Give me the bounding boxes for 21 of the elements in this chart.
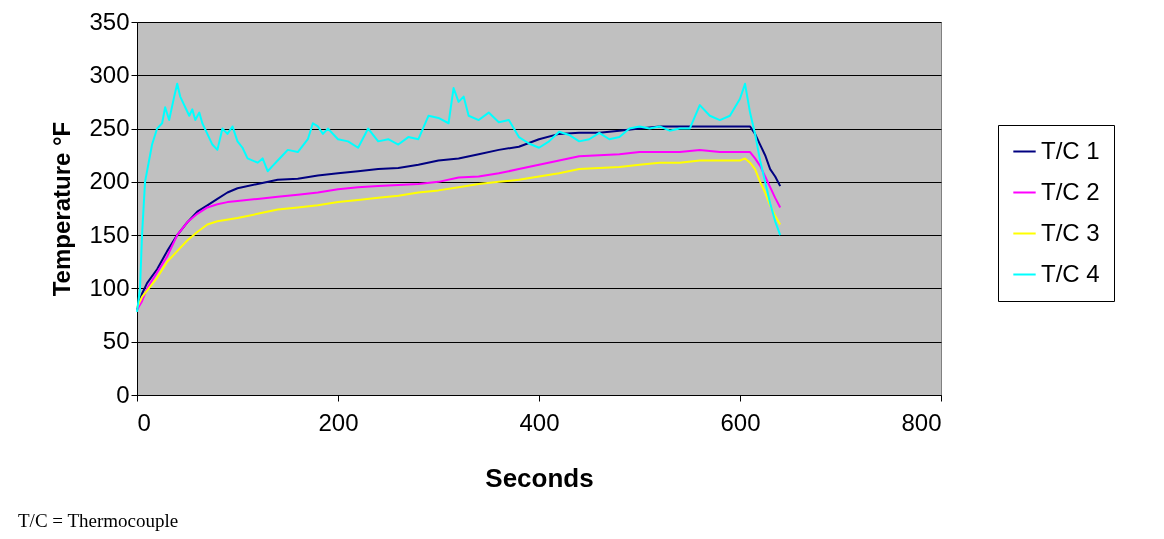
legend-label: T/C 1 bbox=[1041, 136, 1100, 164]
y-tick-label: 300 bbox=[89, 60, 130, 88]
legend-label: T/C 4 bbox=[1041, 259, 1100, 287]
line-series bbox=[136, 82, 782, 313]
y-axis-title: Temperature °F bbox=[48, 121, 76, 297]
y-tick-label: 150 bbox=[89, 220, 130, 248]
x-tick-label: 400 bbox=[519, 408, 560, 436]
y-tick-label: 200 bbox=[89, 167, 130, 195]
y-tick-label: 0 bbox=[116, 380, 130, 408]
x-tick-label: 800 bbox=[901, 408, 942, 436]
y-tick-label: 250 bbox=[89, 114, 130, 142]
x-axis-title: Seconds bbox=[485, 462, 594, 493]
x-tick-label: 200 bbox=[318, 408, 359, 436]
legend-label: T/C 3 bbox=[1041, 218, 1100, 246]
y-tick-label: 350 bbox=[89, 7, 130, 35]
y-tick-label: 50 bbox=[102, 327, 130, 355]
x-tick-label: 600 bbox=[720, 408, 761, 436]
text: T/C = Thermocouple bbox=[18, 510, 179, 532]
y-tick-label: 100 bbox=[89, 273, 130, 301]
legend-label: T/C 2 bbox=[1041, 177, 1100, 205]
x-tick-label: 0 bbox=[137, 408, 151, 436]
